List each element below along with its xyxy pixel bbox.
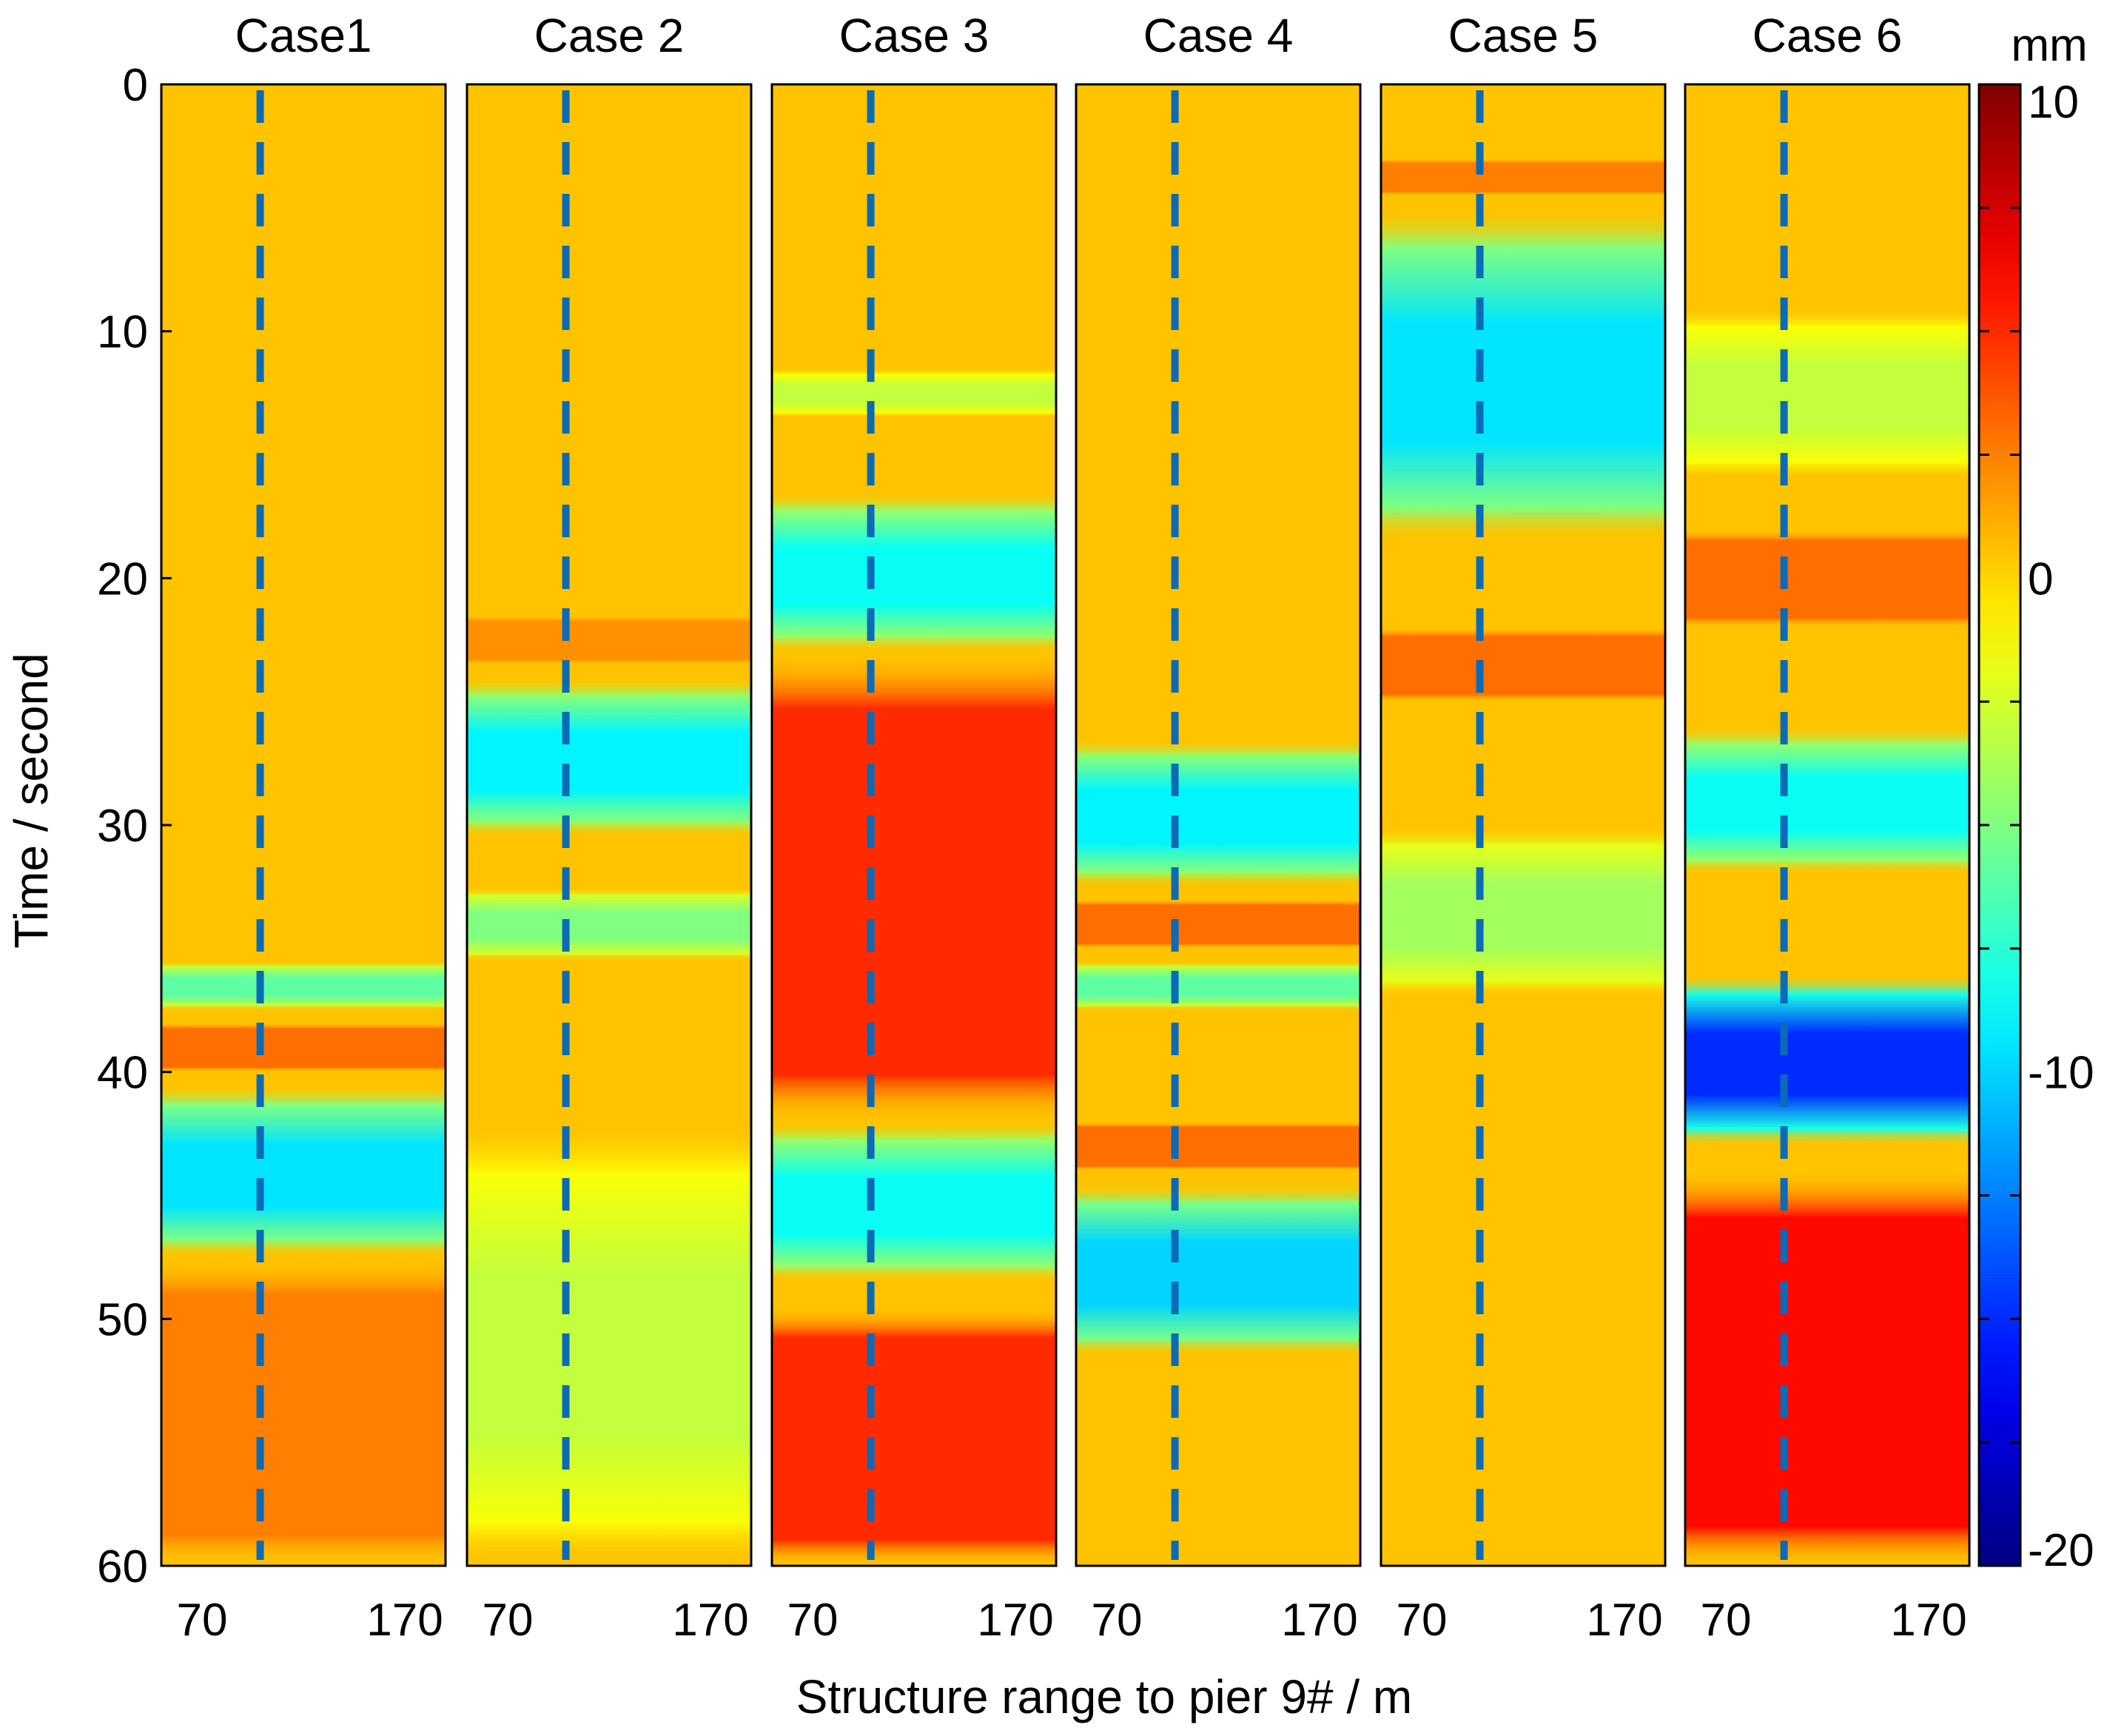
- panel-4: Case 4 70 170: [1075, 9, 1362, 1646]
- x-tick-label: 70: [483, 1595, 534, 1646]
- event-band: [161, 960, 446, 1011]
- panel-title: Case 3: [839, 9, 989, 62]
- colorbar-tick-label: -20: [2028, 1525, 2094, 1576]
- event-band: [1381, 825, 1665, 998]
- event-band: [467, 1121, 751, 1566]
- x-tick-label: 70: [787, 1595, 839, 1646]
- event-band: [772, 1121, 1056, 1282]
- y-tick-label: 30: [97, 801, 148, 852]
- event-band: [772, 491, 1056, 653]
- panel-2: Case 2 70 170: [466, 9, 753, 1646]
- y-tick-label: 60: [97, 1541, 148, 1592]
- x-tick-label: 170: [1586, 1595, 1662, 1646]
- y-axis-label: Time / second: [4, 653, 58, 949]
- x-tick-label: 70: [1701, 1595, 1752, 1646]
- panel-title: Case 5: [1448, 9, 1599, 62]
- event-band: [1685, 1171, 1969, 1566]
- event-band: [1685, 973, 1969, 1146]
- x-tick-label: 70: [1092, 1595, 1143, 1646]
- event-band: [467, 615, 751, 665]
- event-band: [1381, 628, 1665, 702]
- event-band: [772, 1306, 1056, 1566]
- x-tick-label: 70: [177, 1595, 228, 1646]
- colorbar-tick-label: -10: [2028, 1048, 2094, 1099]
- panel-title: Case 2: [534, 9, 685, 62]
- event-band: [772, 368, 1056, 418]
- event-band: [161, 1256, 446, 1566]
- x-tick-label: 70: [1397, 1595, 1448, 1646]
- panel-frame: [466, 83, 753, 1567]
- event-band: [1076, 739, 1360, 887]
- x-tick-label: 170: [977, 1595, 1053, 1646]
- panel-title: Case 4: [1143, 9, 1294, 62]
- event-band: [161, 1084, 446, 1257]
- event-band: [161, 1022, 446, 1072]
- y-tick-label: 40: [97, 1048, 148, 1099]
- y-tick-label: 20: [97, 554, 148, 605]
- panel-title: Case 6: [1753, 9, 1903, 62]
- event-band: [772, 652, 1056, 1122]
- x-tick-label: 170: [672, 1595, 748, 1646]
- panel-frame: [1684, 83, 1971, 1567]
- event-band: [1685, 528, 1969, 628]
- y-axis: 0 10 20 30 40 50 60: [97, 60, 172, 1592]
- panel-1: Case1 70 170: [160, 9, 447, 1646]
- x-tick-label: 170: [366, 1595, 443, 1646]
- event-band: [1685, 306, 1969, 480]
- y-tick-label: 0: [123, 60, 148, 111]
- panel-3: Case 3 70 170: [770, 9, 1058, 1646]
- x-tick-label: 170: [1890, 1595, 1966, 1646]
- heatmap-panels: Case1 70 170 Case 2 70 170 Case 3 70 170 Case 4 70…: [160, 9, 1971, 1646]
- colorbar-tick-label: 10: [2028, 77, 2079, 128]
- event-band: [1381, 207, 1665, 542]
- panel-title: Case1: [235, 9, 372, 62]
- x-axis-label: Structure range to pier 9# / m: [796, 1670, 1412, 1723]
- event-band: [1076, 960, 1360, 1011]
- x-tick-label: 170: [1281, 1595, 1357, 1646]
- event-band: [467, 676, 751, 838]
- colorbar-tick-label: 0: [2028, 554, 2053, 605]
- event-band: [1076, 1182, 1360, 1356]
- y-tick-label: 10: [97, 307, 148, 358]
- colorbar-unit: mm: [2011, 20, 2087, 71]
- y-tick-label: 50: [97, 1294, 148, 1345]
- event-band: [1685, 726, 1969, 875]
- event-band: [467, 886, 751, 961]
- panel-frame: [770, 83, 1058, 1567]
- colorbar: 10 0 -10 -20 mm: [1978, 20, 2094, 1576]
- panel-5: Case 5 70 170: [1380, 9, 1667, 1646]
- event-band: [1076, 899, 1360, 949]
- panel-6: Case 6 70 170: [1684, 9, 1971, 1646]
- event-band: [1381, 158, 1665, 196]
- panel-frame: [1380, 83, 1667, 1567]
- event-band: [1076, 1121, 1360, 1171]
- panel-frame: [1075, 83, 1362, 1567]
